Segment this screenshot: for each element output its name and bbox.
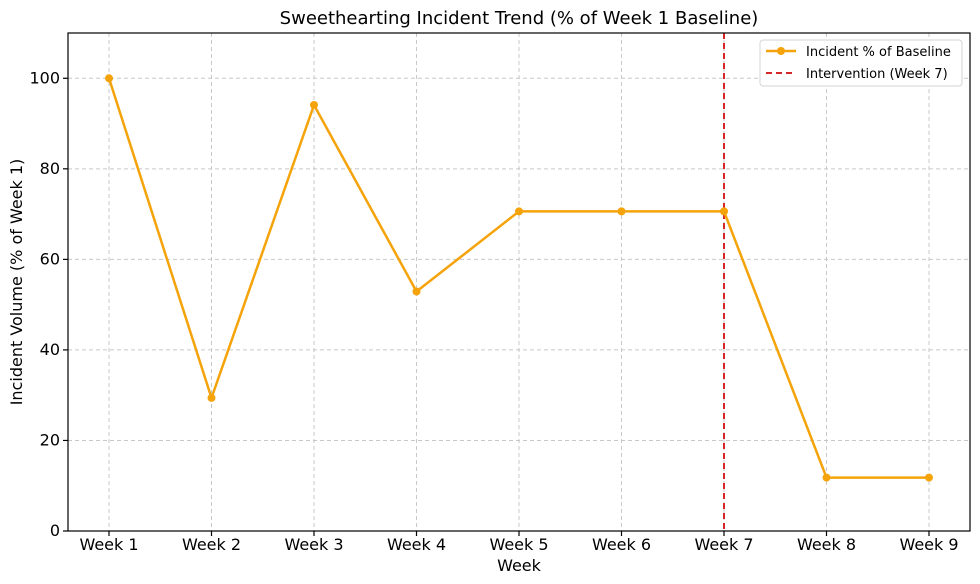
- x-tick-label: Week 3: [284, 535, 343, 554]
- y-tick-label: 40: [40, 340, 60, 359]
- x-tick-label: Week 8: [797, 535, 856, 554]
- x-tick-label: Week 7: [694, 535, 753, 554]
- data-point: [105, 74, 113, 83]
- x-tick-label: Week 4: [387, 535, 446, 554]
- y-tick-label: 100: [29, 68, 60, 87]
- x-axis-label: Week: [497, 556, 542, 575]
- x-tick-label: Week 1: [79, 535, 138, 554]
- y-tick-label: 0: [50, 521, 60, 540]
- x-tick-label: Week 5: [489, 535, 548, 554]
- data-point: [515, 207, 523, 216]
- data-point: [822, 473, 831, 482]
- legend-series-marker: [777, 47, 785, 55]
- legend: Incident % of Baseline Intervention (Wee…: [759, 39, 963, 87]
- legend-series-label: Incident % of Baseline: [806, 45, 951, 60]
- y-axis-label: Incident Volume (% of Week 1): [7, 159, 26, 406]
- x-tick-label: Week 9: [899, 535, 958, 554]
- y-tick-label: 80: [40, 159, 60, 178]
- y-axis-ticks: 0 20 40 60 80 100: [29, 68, 68, 540]
- data-point: [617, 207, 626, 216]
- data-point: [412, 287, 421, 296]
- legend-box: [759, 39, 963, 87]
- x-tick-label: Week 6: [592, 535, 651, 554]
- x-tick-label: Week 2: [182, 535, 241, 554]
- series-layer: [105, 74, 933, 482]
- y-tick-label: 20: [40, 430, 60, 449]
- data-point: [310, 100, 318, 109]
- data-point: [207, 393, 216, 402]
- data-point: [720, 207, 728, 216]
- y-tick-label: 60: [40, 249, 60, 268]
- grid: [68, 33, 970, 532]
- data-point: [925, 473, 933, 482]
- x-axis-ticks: Week 1 Week 2 Week 3 Week 4 Week 5 Week 6 Week…: [79, 531, 959, 554]
- legend-intervention-label: Intervention (Week 7): [806, 67, 948, 82]
- chart-title: Sweethearting Incident Trend (% of Week …: [280, 8, 759, 29]
